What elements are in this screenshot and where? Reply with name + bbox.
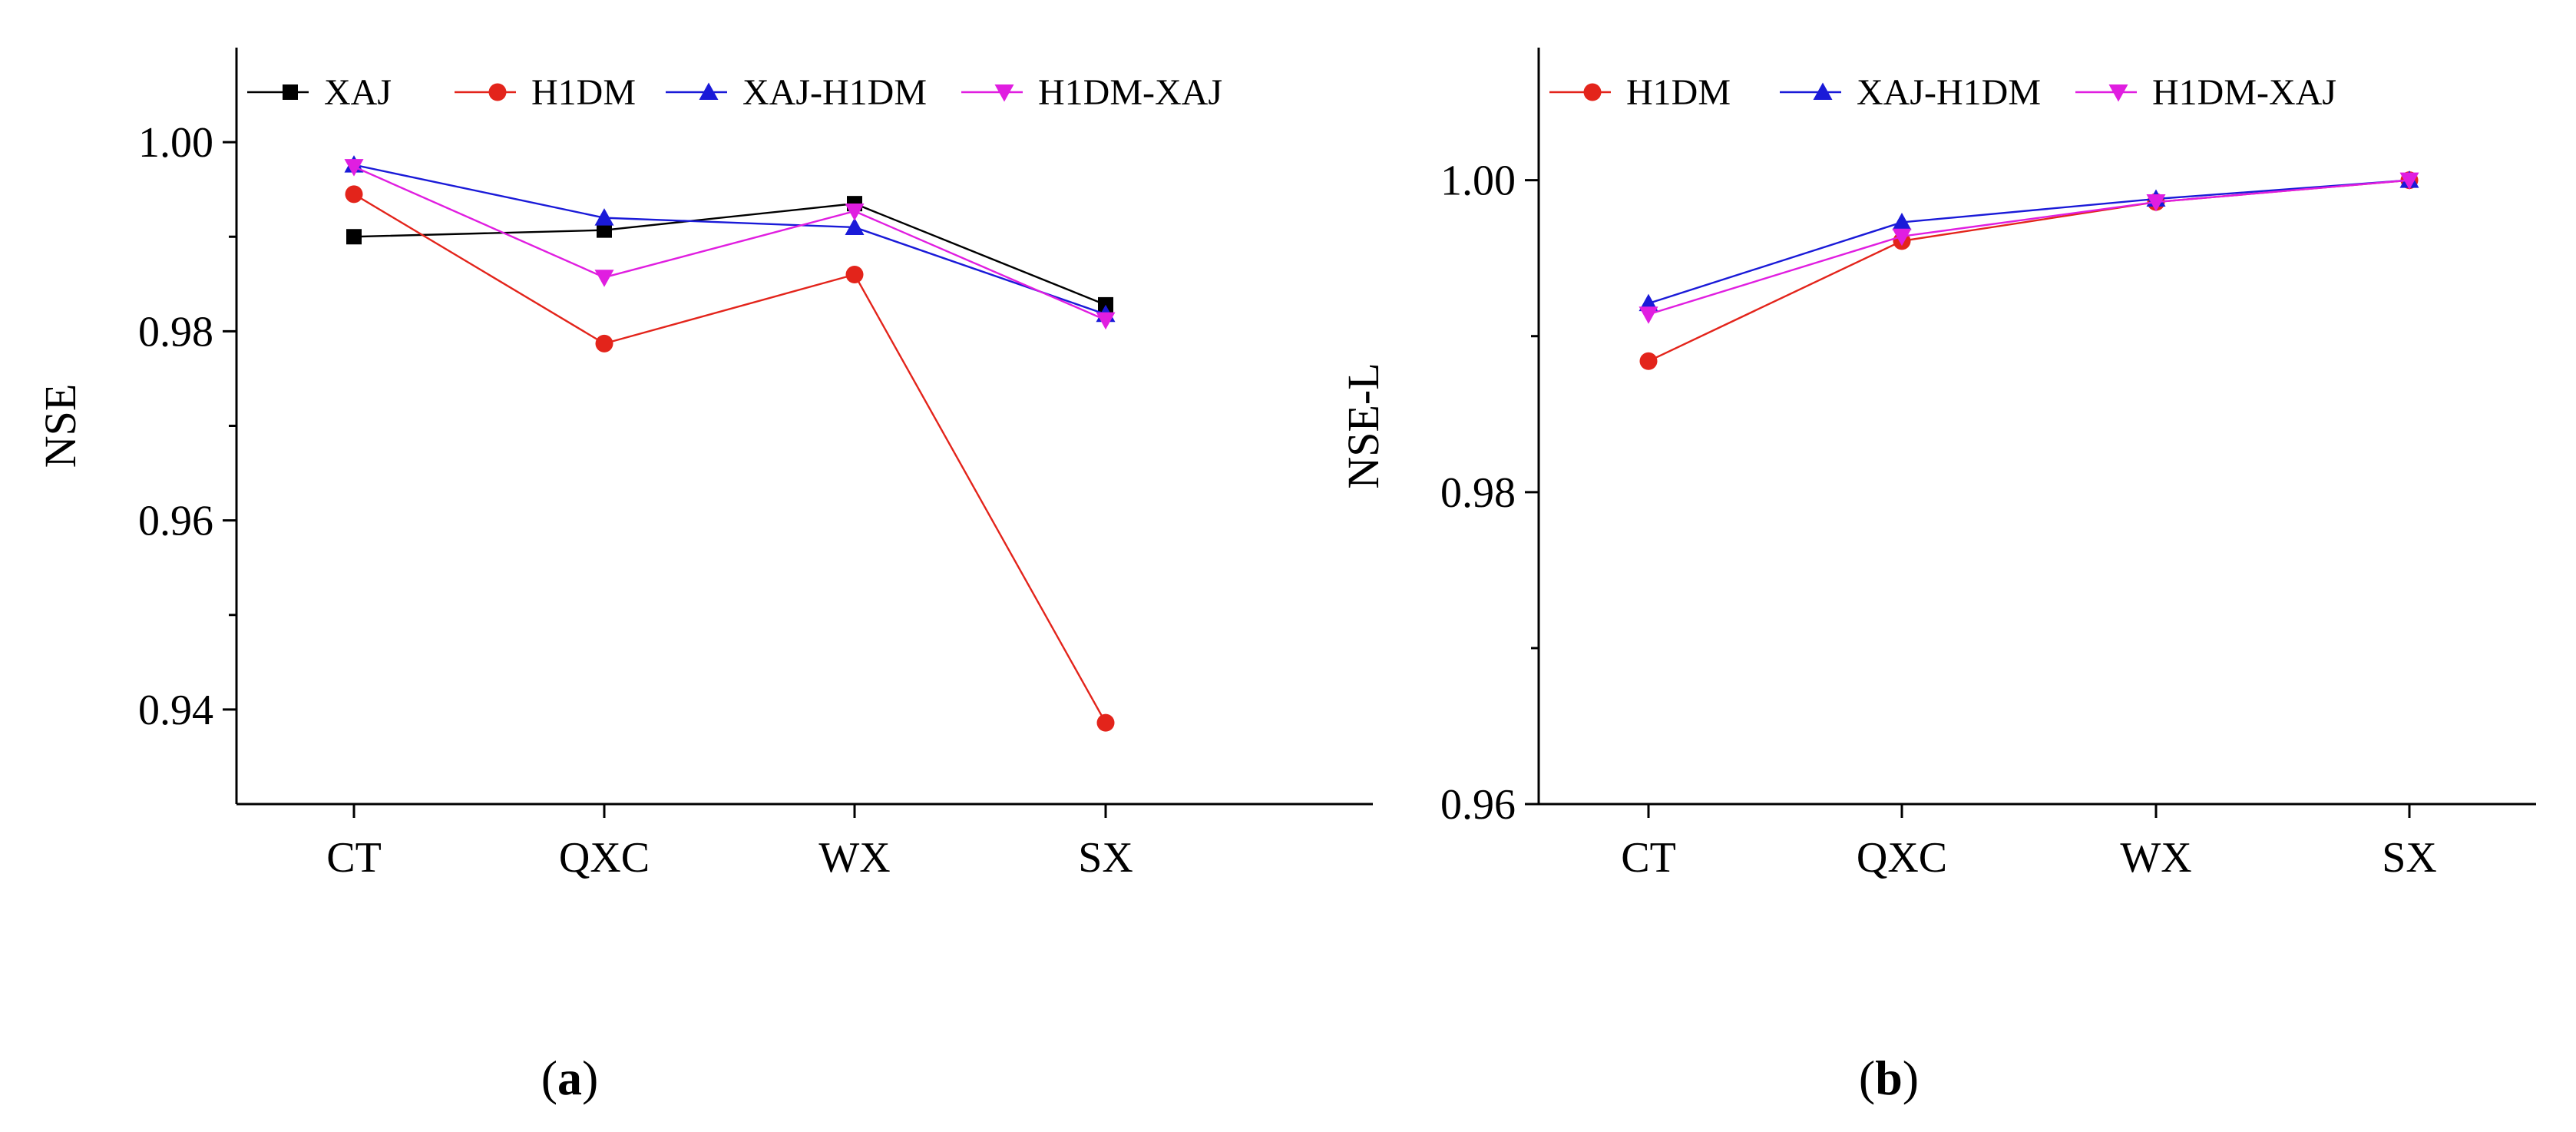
data-point-h1dm-wx — [845, 266, 864, 283]
data-point-h1dm-xaj-wx — [845, 204, 865, 221]
x-tick-label-qxc: QXC — [559, 834, 650, 882]
data-point-h1dm-xaj-ct — [344, 159, 364, 177]
y-tick-label: 0.98 — [138, 308, 213, 356]
series-line-xaj-h1dm — [1648, 179, 2410, 305]
x-tick-label-wx: WX — [2120, 834, 2191, 882]
legend-marker-xaj-h1dm — [699, 82, 719, 100]
data-point-xaj-ct — [346, 229, 362, 245]
data-point-xaj-h1dm-wx — [845, 217, 865, 235]
data-point-h1dm-xaj-sx — [2399, 172, 2419, 190]
y-axis-title: NSE — [35, 384, 85, 468]
data-point-h1dm-xaj-ct — [1639, 306, 1658, 324]
panel-b-caption: (b) — [1859, 1051, 1919, 1105]
data-point-xaj-h1dm-qxc — [1892, 212, 1912, 230]
legend-label-h1dm: H1DM — [531, 72, 636, 113]
legend-marker-h1dm-xaj — [994, 84, 1014, 102]
y-axis-title: NSE-L — [1338, 362, 1388, 488]
panel-a-caption: (a) — [541, 1051, 599, 1105]
y-tick-label: 1.00 — [1440, 157, 1516, 205]
panel-b-chart: 0.96 0.98 1.00 CT QXC WX SX NSE-L H1DM XAJ-H1DM H1… — [1338, 48, 2536, 882]
y-tick-label: 0.94 — [138, 687, 213, 734]
panel-a-chart: 0.94 0.96 0.98 1.00 CT QXC WX SX NSE XAJ H1DM XAJ-H… — [35, 48, 1373, 882]
series-line-h1dm — [353, 193, 1107, 723]
series-line-h1dm-xaj — [1648, 179, 2410, 316]
legend-label-h1dm-xaj: H1DM-XAJ — [2152, 72, 2336, 113]
x-tick-label-ct: CT — [326, 834, 382, 882]
data-point-h1dm-xaj-wx — [2146, 194, 2166, 212]
legend-label-xaj-h1dm: XAJ-H1DM — [1857, 72, 2041, 113]
x-tick-label-sx: SX — [1078, 834, 1133, 882]
y-tick-label: 0.96 — [138, 498, 213, 545]
data-point-h1dm-xaj-sx — [1096, 312, 1116, 330]
series-line-xaj-h1dm — [353, 164, 1106, 316]
legend-marker-h1dm — [1583, 83, 1602, 101]
legend-label-xaj-h1dm: XAJ-H1DM — [742, 72, 927, 113]
y-tick-label: 0.96 — [1440, 781, 1516, 829]
y-tick-label: 1.00 — [138, 119, 213, 167]
data-point-h1dm-ct — [345, 185, 363, 204]
x-tick-label-qxc: QXC — [1857, 834, 1947, 882]
legend-marker-xaj-h1dm — [1813, 82, 1833, 100]
series-line-h1dm-xaj — [353, 166, 1106, 321]
data-point-xaj-h1dm-qxc — [594, 208, 614, 226]
data-point-xaj-qxc — [597, 222, 612, 238]
legend-label-h1dm-xaj: H1DM-XAJ — [1038, 72, 1222, 113]
x-tick-label-wx: WX — [818, 834, 890, 882]
data-point-h1dm-sx — [1096, 713, 1115, 732]
data-point-h1dm-xaj-qxc — [594, 270, 614, 287]
x-tick-label-sx: SX — [2382, 834, 2437, 882]
legend-marker-xaj — [283, 84, 298, 100]
x-tick-label-ct: CT — [1621, 834, 1676, 882]
data-point-h1dm-ct — [1639, 352, 1658, 370]
legend-marker-h1dm-xaj — [2108, 84, 2128, 102]
legend-label-h1dm: H1DM — [1626, 72, 1731, 113]
data-point-h1dm-xaj-qxc — [1892, 228, 1912, 247]
series-line-h1dm — [1648, 179, 2410, 362]
legend-marker-h1dm — [488, 83, 507, 101]
legend-label-xaj: XAJ — [324, 72, 392, 113]
y-tick-label: 0.98 — [1440, 469, 1516, 517]
series-line-xaj — [353, 202, 1106, 306]
data-point-h1dm-qxc — [595, 334, 613, 353]
